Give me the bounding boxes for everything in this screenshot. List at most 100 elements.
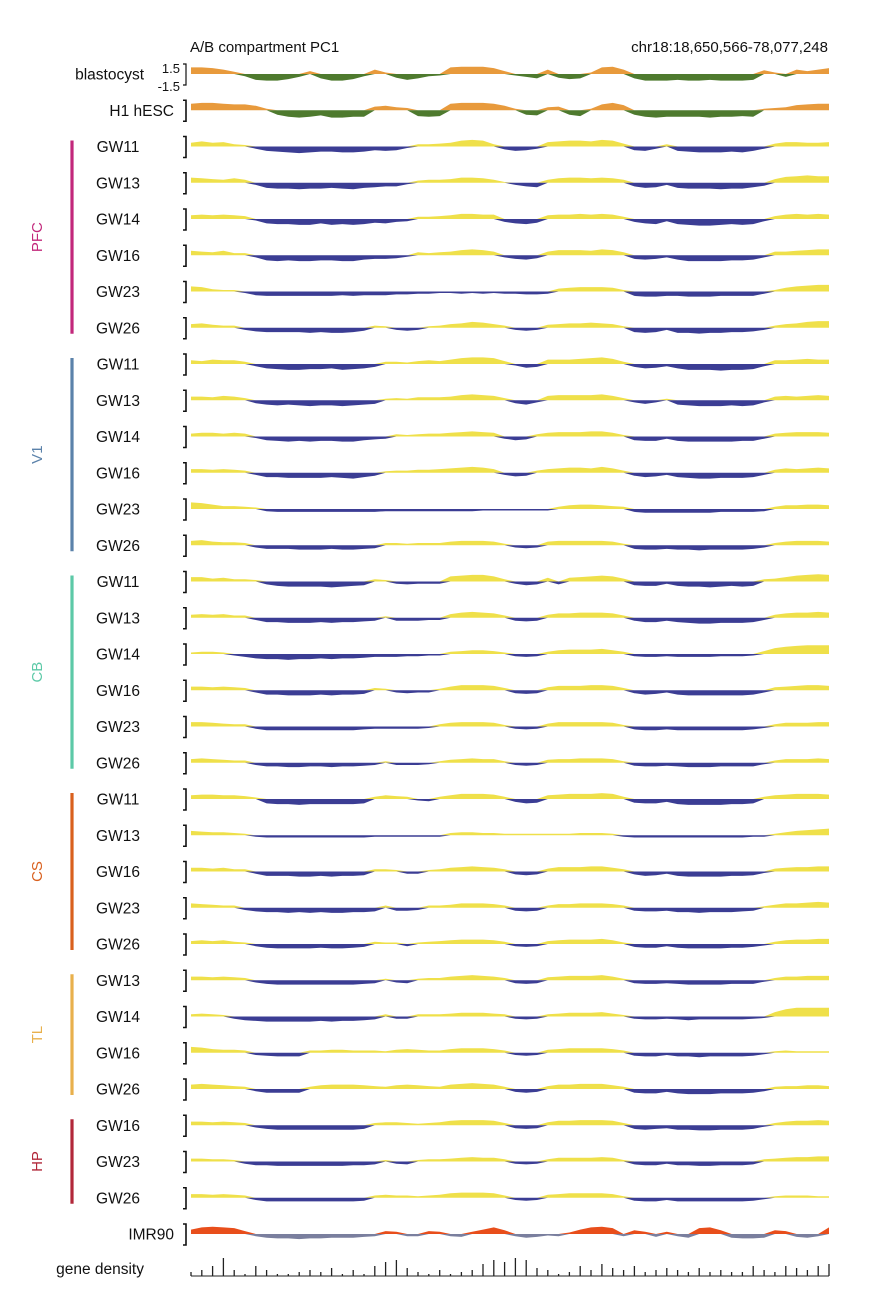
track-tl-gw16-b-area [191, 1052, 829, 1058]
track-hp-gw26-b-area [191, 1197, 829, 1202]
track-pfc-gw26-a-area [191, 321, 829, 328]
track-pfc-gw16-b-area [191, 255, 829, 262]
track-pfc-gw16: GW16 [96, 244, 829, 268]
track-cb-gw23-b-area [191, 726, 829, 731]
track-hp-gw23: GW23 [96, 1150, 829, 1174]
track-cs-gw11: GW11 [97, 788, 829, 811]
track-v1-gw26: GW26 [96, 534, 829, 558]
track-label: GW16 [96, 248, 140, 265]
group-hp: HP [29, 1119, 74, 1204]
track-label: GW13 [96, 973, 140, 990]
track-pfc-gw14: GW14 [96, 208, 829, 231]
genomic-region-label: chr18:18,650,566-78,077,248 [631, 39, 828, 56]
track-label: GW26 [96, 320, 140, 337]
track-bracket [183, 244, 187, 268]
track-pfc-gw23: GW23 [96, 280, 829, 304]
track-cs-gw23: GW23 [96, 896, 829, 920]
track-pfc-gw23-b-area [191, 291, 829, 297]
track-v1-gw26-b-area [191, 545, 829, 551]
group-label-hp: HP [29, 1151, 46, 1172]
track-v1-gw16-a-area [191, 466, 829, 473]
track-v1-gw14: GW14 [96, 425, 829, 449]
track-blastocyst: blastocyst [75, 63, 829, 86]
track-h1-hesc-a-area [191, 102, 829, 111]
track-v1-gw23: GW23 [96, 498, 829, 521]
track-bracket [183, 1005, 187, 1029]
track-label: GW11 [97, 139, 140, 156]
track-tl-gw26: GW26 [96, 1078, 829, 1101]
track-label: GW11 [97, 792, 140, 809]
track-hp-gw26-a-area [191, 1192, 829, 1198]
track-tl-gw16-a-area [191, 1046, 829, 1053]
track-cs-gw13-b-area [191, 835, 829, 838]
track-cb-gw16-a-area [191, 685, 829, 691]
track-label: GW16 [96, 1045, 140, 1062]
group-pfc: PFC [29, 140, 74, 334]
track-hp-gw23-a-area [191, 1156, 829, 1162]
track-tl-gw14: GW14 [96, 1005, 829, 1029]
track-cs-gw11-b-area [191, 799, 829, 805]
track-cb-gw16: GW16 [96, 679, 829, 703]
track-bracket [183, 1223, 187, 1246]
track-pfc-gw14-a-area [191, 213, 829, 219]
track-bracket [183, 99, 187, 123]
track-pfc-gw11: GW11 [97, 135, 829, 159]
track-cs-gw16-b-area [191, 871, 829, 877]
track-cs-gw11-a-area [191, 793, 829, 799]
track-label: GW11 [97, 357, 140, 374]
track-pfc-gw13: GW13 [96, 171, 829, 195]
track-pfc-gw11-a-area [191, 139, 829, 147]
track-hp-gw16-a-area [191, 1120, 829, 1126]
track-cb-gw11-b-area [191, 581, 829, 588]
track-cb-gw11: GW11 [97, 570, 829, 594]
group-tl: TL [29, 974, 74, 1095]
tissue-group-layer: PFC V1 CB CS TL HP [29, 140, 74, 1204]
group-label-v1: V1 [29, 445, 46, 463]
scale-bracket [183, 63, 187, 86]
track-cb-gw13: GW13 [96, 606, 829, 630]
track-label: GW14 [96, 647, 140, 664]
track-blastocyst-a-area [191, 66, 829, 74]
track-tl-gw14-b-area [191, 1016, 829, 1022]
track-v1-gw14-a-area [191, 431, 829, 437]
track-bracket [183, 751, 187, 775]
track-cs-gw16-a-area [191, 866, 829, 872]
track-label: GW14 [96, 429, 140, 446]
track-label: H1 hESC [109, 103, 174, 120]
track-tl-gw13-b-area [191, 980, 829, 985]
track-pfc-gw11-b-area [191, 146, 829, 154]
track-v1-gw16: GW16 [96, 461, 829, 485]
track-label: GW11 [97, 574, 140, 591]
track-cb-gw23: GW23 [96, 715, 829, 739]
track-v1-gw13-b-area [191, 400, 829, 407]
track-v1-gw11-b-area [191, 364, 829, 371]
track-v1-gw14-b-area [191, 436, 829, 442]
group-cb: CB [29, 575, 74, 769]
track-label: GW14 [96, 212, 140, 229]
track-label: GW13 [96, 393, 140, 410]
scale-min-label: -1.5 [158, 79, 180, 94]
track-label: GW26 [96, 937, 140, 954]
track-cb-gw23-a-area [191, 722, 829, 727]
track-label: GW14 [96, 1009, 140, 1026]
track-bracket [183, 389, 187, 413]
track-bracket [183, 280, 187, 304]
track-bracket [183, 896, 187, 920]
track-label: GW23 [96, 284, 140, 301]
track-h1-hesc: H1 hESC [109, 99, 829, 123]
track-tl-gw16: GW16 [96, 1041, 829, 1065]
track-v1-gw16-b-area [191, 472, 829, 479]
track-bracket [183, 1150, 187, 1174]
track-label: GW16 [96, 465, 140, 482]
track-pfc-gw26-b-area [191, 327, 829, 334]
track-label: GW26 [96, 1190, 140, 1207]
track-v1-gw13: GW13 [96, 389, 829, 413]
track-label: GW13 [96, 828, 140, 845]
track-bracket [183, 643, 187, 666]
track-v1-gw23-a-area [191, 502, 829, 509]
figure-title: A/B compartment PC1 [190, 39, 339, 56]
track-pfc-gw13-b-area [191, 182, 829, 190]
track-tl-gw13-a-area [191, 975, 829, 981]
track-v1-gw23-b-area [191, 509, 829, 513]
track-pfc-gw23-a-area [191, 284, 829, 292]
